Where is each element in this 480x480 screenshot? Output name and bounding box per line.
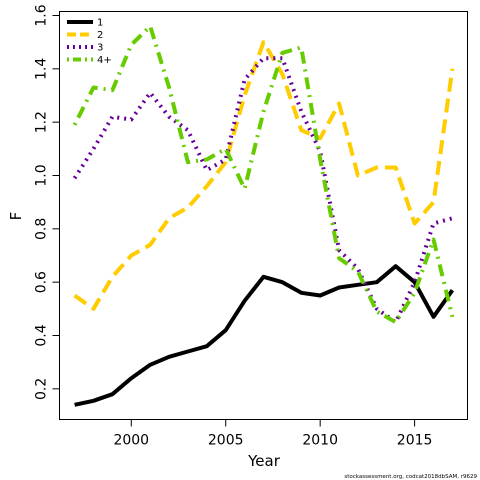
legend: 12 34+ bbox=[67, 18, 112, 66]
legend-label: 3 bbox=[97, 43, 103, 54]
x-tick-label: 2000 bbox=[113, 433, 149, 449]
y-tick-label: 1.6 bbox=[34, 4, 50, 26]
y-tick-label: 0.4 bbox=[34, 324, 50, 346]
y-tick-label: 0.6 bbox=[34, 271, 50, 293]
x-axis: 2000 2005 2010 2015 bbox=[113, 419, 433, 449]
series-line-3 bbox=[72, 56, 453, 325]
y-axis: 0.2 0.4 0.6 0.8 1.0 1.2 1.4 1.6 bbox=[34, 4, 60, 400]
series-line-2 bbox=[73, 40, 455, 311]
footnote: stockassessment.org, codcat2018dbSAM, r9… bbox=[344, 474, 477, 480]
series-layer bbox=[72, 24, 455, 407]
x-tick-label: 2005 bbox=[208, 433, 244, 449]
legend-label: 1 bbox=[97, 18, 103, 29]
legend-label: 2 bbox=[97, 30, 103, 41]
legend-label: 4+ bbox=[97, 55, 112, 66]
y-tick-label: 1.0 bbox=[34, 164, 50, 186]
series-line-4 bbox=[72, 24, 455, 325]
y-axis-title: F bbox=[7, 212, 25, 221]
x-tick-label: 2010 bbox=[302, 433, 338, 449]
x-tick-label: 2015 bbox=[397, 433, 433, 449]
y-tick-label: 0.2 bbox=[34, 378, 50, 400]
plot-frame bbox=[59, 11, 468, 420]
y-tick-label: 1.4 bbox=[34, 58, 50, 80]
y-tick-label: 0.8 bbox=[34, 218, 50, 240]
series-line-1 bbox=[74, 264, 455, 407]
x-axis-title: Year bbox=[247, 452, 281, 470]
y-tick-label: 1.2 bbox=[34, 111, 50, 133]
